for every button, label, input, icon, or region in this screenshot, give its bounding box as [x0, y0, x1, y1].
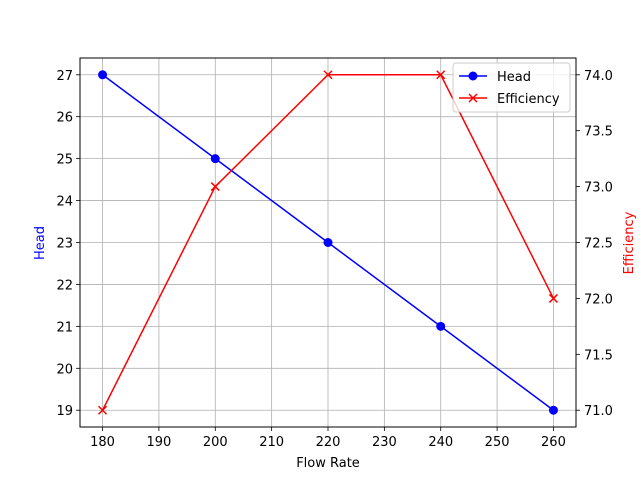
x-tick-label: 240	[428, 435, 453, 450]
left-y-tick-label: 19	[56, 404, 73, 419]
x-tick-label: 250	[485, 435, 510, 450]
left-y-tick-label: 21	[56, 320, 73, 335]
legend-head-label: Head	[497, 70, 531, 85]
x-axis-ticks: 180 190 200 210 220 230 240 250 260	[90, 427, 566, 450]
legend-head-marker-icon	[468, 71, 478, 81]
series-head	[98, 70, 558, 415]
x-tick-label: 180	[90, 435, 115, 450]
left-y-tick-label: 25	[56, 153, 73, 168]
data-point	[210, 182, 220, 192]
left-y-tick-label: 22	[56, 278, 73, 293]
left-y-axis-ticks: 19 20 21 22 23 24 25 26 27	[56, 69, 80, 419]
x-tick-label: 200	[203, 435, 228, 450]
right-y-tick-label: 73.0	[584, 181, 613, 196]
left-y-tick-label: 24	[56, 195, 73, 210]
legend-efficiency-label: Efficiency	[497, 92, 560, 107]
right-y-tick-label: 74.0	[584, 69, 613, 84]
data-point	[548, 405, 558, 415]
data-point	[210, 154, 220, 164]
x-axis-label: Flow Rate	[296, 456, 360, 471]
x-tick-label: 230	[372, 435, 397, 450]
right-y-tick-label: 71.0	[584, 404, 613, 419]
right-y-axis-ticks: 71.0 71.5 72.0 72.5 73.0 73.5 74.0	[576, 69, 613, 419]
data-point	[323, 238, 333, 247]
left-y-tick-label: 26	[56, 111, 73, 126]
x-tick-label: 260	[541, 435, 566, 450]
x-tick-label: 210	[259, 435, 284, 450]
series-efficiency	[98, 70, 558, 415]
left-y-tick-label: 20	[56, 362, 73, 377]
right-y-tick-label: 71.5	[584, 348, 613, 363]
right-y-axis-label: Efficiency	[622, 211, 637, 274]
legend: Head Efficiency	[452, 62, 571, 113]
right-y-tick-label: 72.5	[584, 237, 613, 252]
legend-efficiency-marker-icon	[468, 93, 478, 103]
left-y-tick-label: 23	[56, 237, 73, 252]
data-point	[98, 405, 108, 415]
x-tick-label: 220	[316, 435, 341, 450]
left-y-tick-label: 27	[56, 69, 73, 84]
data-point	[436, 321, 446, 331]
left-y-axis-label: Head	[33, 226, 48, 260]
right-y-tick-label: 73.5	[584, 125, 613, 140]
x-tick-label: 190	[146, 435, 171, 450]
right-y-tick-label: 72.0	[584, 292, 613, 307]
plot-series	[98, 70, 558, 415]
data-point	[548, 293, 558, 303]
data-point	[323, 70, 333, 80]
data-point	[436, 70, 446, 80]
data-point	[98, 70, 108, 80]
